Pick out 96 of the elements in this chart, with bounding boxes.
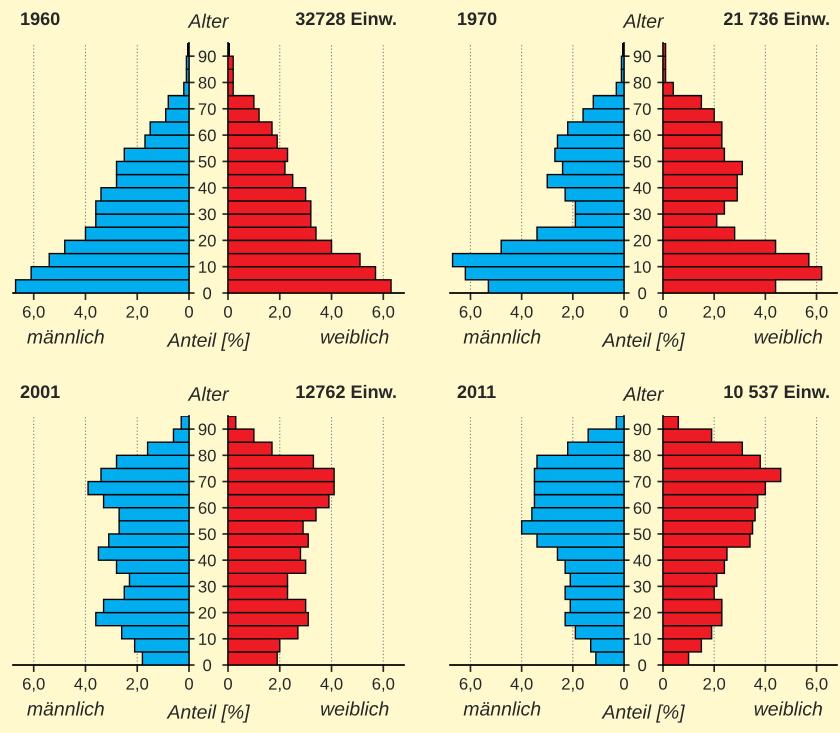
x-tick-label: 0: [224, 678, 232, 690]
chart-title: 21 736 Einw.: [724, 12, 829, 26]
y-tick-label: 20: [198, 606, 216, 619]
y-axis-title: Alter: [188, 14, 230, 28]
x-tick-label: 0: [659, 306, 667, 318]
y-tick-label: 0: [203, 659, 212, 672]
x-tick-label: 4,0: [320, 306, 342, 320]
x-axis-title: weiblich: [321, 701, 388, 716]
x-tick-label: 0: [659, 678, 667, 690]
y-tick-label: 90: [634, 50, 651, 62]
x-tick-label: 2,0: [126, 306, 148, 320]
y-tick-label: 20: [634, 606, 651, 619]
y-tick-label: 70: [634, 476, 651, 488]
y-tick-label: 90: [198, 424, 216, 436]
y-tick-label: 60: [634, 502, 651, 514]
y-tick-label: 80: [198, 76, 216, 89]
y-tick-label: 50: [634, 156, 651, 168]
y-tick-label: 80: [634, 76, 651, 89]
x-tick-label: 2,0: [562, 306, 584, 320]
x-tick-label: 2,0: [269, 306, 291, 320]
x-axis-title: weiblich: [321, 329, 388, 344]
y-tick-label: 70: [634, 103, 651, 115]
y-tick-label: 30: [634, 580, 651, 593]
x-tick-label: 4,0: [510, 306, 533, 320]
y-tick-label: 60: [198, 130, 216, 142]
chart-title: 1960: [21, 12, 60, 26]
text: Anteil [%]: [166, 704, 250, 723]
x-tick-label: 0: [620, 678, 628, 690]
x-axis-title: männlich: [27, 701, 104, 716]
y-tick-label: 90: [634, 424, 651, 436]
x-tick-label: 6,0: [372, 306, 394, 320]
text: Anteil [%]: [601, 332, 685, 351]
y-tick-label: 40: [633, 554, 651, 566]
x-tick-label: 0: [224, 306, 232, 318]
y-tick-label: 50: [198, 156, 216, 168]
y-tick-label: 30: [198, 208, 216, 220]
y-tick-label: 10: [199, 633, 216, 645]
chart-title: 1970: [458, 12, 496, 26]
x-tick-label: 6,0: [372, 678, 394, 692]
y-tick-label: 60: [634, 130, 651, 142]
y-tick-label: 90: [198, 50, 216, 62]
y-tick-label: 40: [198, 554, 216, 566]
x-tick-label: 4,0: [510, 678, 533, 692]
x-tick-label: 2,0: [562, 678, 584, 692]
y-tick-label: 40: [633, 182, 651, 194]
x-axis-title: männlich: [464, 701, 540, 716]
y-tick-label: 50: [634, 528, 651, 540]
y-tick-label: 0: [638, 659, 646, 672]
x-tick-label: 6,0: [460, 306, 482, 320]
chart-title: 10 537 Einw.: [724, 384, 829, 398]
y-tick-label: 20: [634, 234, 651, 247]
x-axis-title: männlich: [464, 329, 540, 344]
y-axis-title: Alter: [622, 386, 664, 401]
x-tick-label: 6,0: [460, 678, 482, 692]
y-tick-label: 70: [198, 103, 216, 115]
text: Anteil [%]: [601, 704, 685, 723]
chart-title: 32728 Einw.: [296, 12, 396, 26]
y-tick-label: 0: [638, 287, 646, 300]
chart-title: 2001: [20, 385, 60, 398]
x-tick-label: 4,0: [754, 678, 776, 692]
y-tick-label: 20: [198, 234, 216, 247]
x-tick-label: 4,0: [74, 678, 96, 692]
y-tick-label: 60: [198, 502, 216, 514]
y-axis-title: Alter: [188, 386, 230, 401]
y-tick-label: 40: [198, 182, 216, 194]
x-tick-label: 2,0: [703, 306, 726, 320]
x-axis-title: männlich: [27, 329, 104, 344]
y-tick-label: 50: [198, 528, 216, 540]
x-tick-label: 2,0: [703, 678, 726, 692]
x-tick-label: 4,0: [74, 306, 96, 320]
text: Anteil [%]: [166, 332, 250, 351]
chart-title: 12762 Einw.: [296, 384, 396, 398]
y-tick-label: 30: [634, 208, 651, 220]
y-tick-label: 10: [199, 261, 216, 273]
y-tick-label: 80: [198, 450, 216, 462]
y-tick-label: 10: [634, 633, 651, 645]
y-tick-label: 80: [634, 450, 651, 462]
x-tick-label: 2,0: [269, 678, 291, 692]
x-axis-title: weiblich: [754, 701, 822, 716]
y-tick-label: 30: [198, 580, 216, 593]
x-tick-label: 6,0: [22, 306, 45, 320]
x-tick-label: 0: [185, 678, 193, 690]
x-tick-label: 6,0: [22, 678, 45, 692]
y-tick-label: 70: [198, 476, 216, 488]
y-tick-label: 10: [634, 261, 651, 273]
y-tick-label: 0: [203, 287, 212, 300]
x-tick-label: 6,0: [806, 678, 828, 692]
x-tick-label: 6,0: [806, 306, 828, 320]
chart-title: 2011: [458, 385, 496, 398]
x-tick-label: 4,0: [754, 306, 776, 320]
y-axis-title: Alter: [622, 14, 664, 28]
x-tick-label: 0: [185, 306, 193, 318]
x-axis-title: weiblich: [754, 329, 822, 344]
x-tick-label: 2,0: [126, 678, 148, 692]
x-tick-label: 0: [620, 306, 628, 318]
x-tick-label: 4,0: [320, 678, 342, 692]
